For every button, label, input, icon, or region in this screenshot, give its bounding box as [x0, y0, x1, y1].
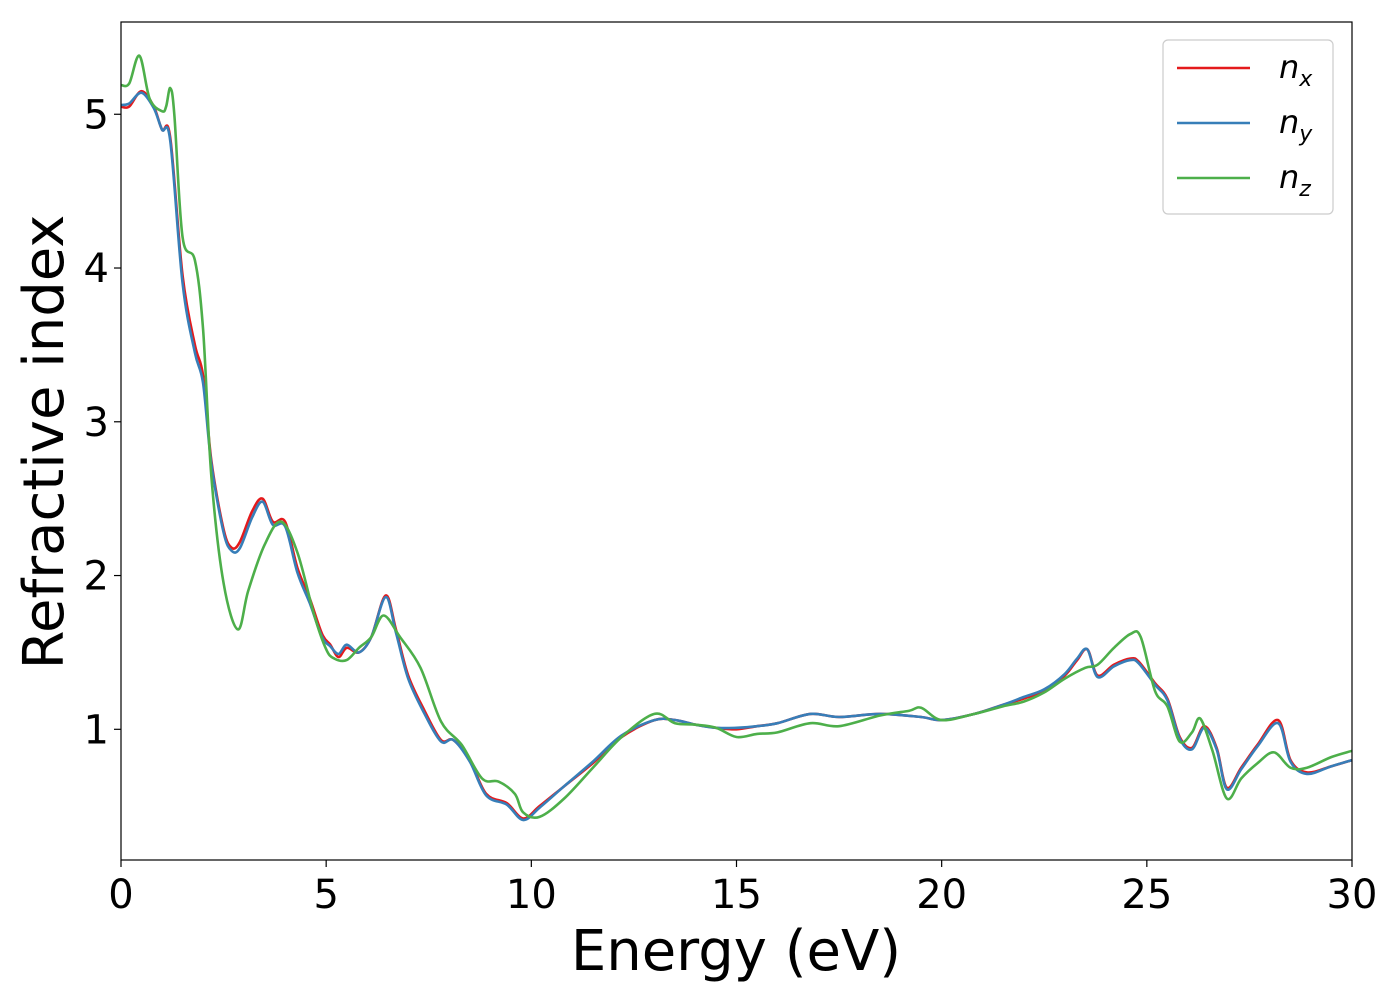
plot-area-frame [120, 21, 1353, 861]
x-axis-ticks: 0 5 10 15 20 25 30 [108, 860, 1377, 918]
y-tick-label: 3 [84, 400, 109, 446]
x-tick-label: 20 [916, 872, 967, 918]
x-tick-label: 10 [506, 872, 557, 918]
x-tick-label: 25 [1121, 872, 1172, 918]
x-tick-label: 30 [1327, 872, 1378, 918]
y-tick-label: 1 [84, 707, 109, 753]
legend-label-x: nx [1279, 48, 1313, 92]
y-axis-ticks: 1 2 3 4 5 [84, 92, 121, 753]
legend-box [1162, 39, 1334, 215]
legend-label-subscript: x [1298, 67, 1313, 92]
legend-label-base: n [1279, 103, 1299, 141]
x-tick-label: 15 [711, 872, 762, 918]
x-axis-title: Energy (eV) [571, 919, 901, 984]
series-line-z [120, 54, 1353, 820]
x-tick-label: 0 [108, 872, 133, 918]
legend-label-y: ny [1279, 103, 1313, 147]
y-tick-label: 4 [84, 246, 109, 292]
y-axis-title: Refractive index [12, 215, 77, 670]
x-tick-label: 5 [313, 872, 338, 918]
legend-label-base: n [1279, 48, 1299, 86]
series-layer [120, 54, 1353, 822]
series-line-y [120, 91, 1353, 822]
legend-label-base: n [1279, 158, 1299, 196]
y-tick-label: 5 [84, 92, 109, 138]
legend-label-z: nz [1279, 158, 1311, 202]
legend-label-subscript: z [1298, 177, 1311, 202]
y-tick-label: 2 [84, 554, 109, 600]
legend-label-subscript: y [1298, 122, 1313, 147]
